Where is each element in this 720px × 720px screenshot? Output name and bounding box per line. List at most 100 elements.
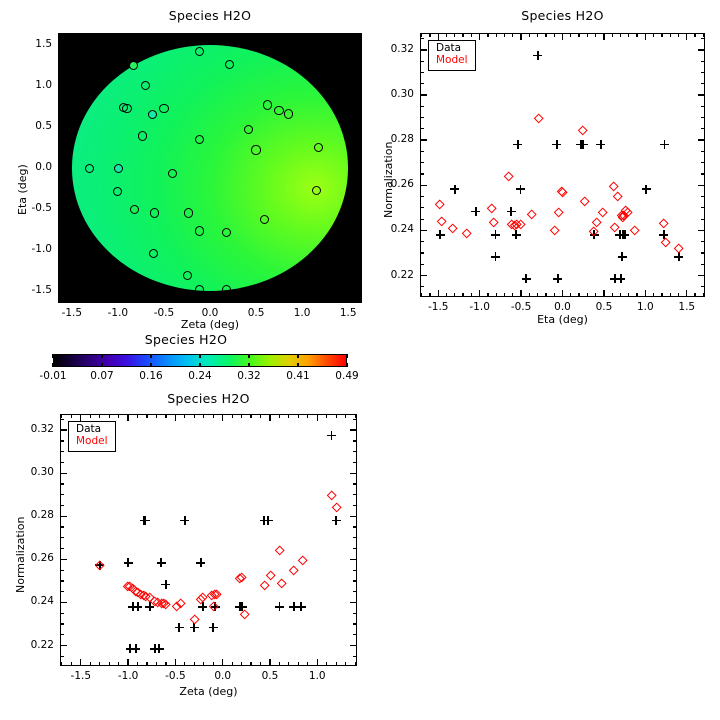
x-tick-label: 0.5 [595,301,613,313]
zeta-scatter-legend: Data Model [68,421,116,452]
model-point-marker [553,207,564,219]
data-point-marker [274,602,284,612]
model-point-marker [658,218,669,229]
model-point-marker [274,545,285,557]
model-point-marker [447,223,458,234]
y-tick-label: 0.30 [390,88,414,101]
y-tick-label: 0.22 [30,638,54,651]
x-tick-label: -1.5 [427,301,449,313]
legend-model-label: Model [76,434,108,447]
model-point-marker [549,225,560,236]
model-point-marker [331,502,342,513]
x-tick-label: 0.5 [261,670,279,682]
model-point-marker [486,202,497,214]
data-point-marker [196,558,206,568]
colorbar-panel: Species H2O -0.01 0.07 0.16 0.24 0.32 0.41 0.4… [0,332,370,387]
data-point-marker [263,516,273,526]
model-point-marker [434,199,446,210]
data-point-marker [156,558,166,568]
colorbar-title: Species H2O [144,332,228,347]
data-point-marker [131,644,141,654]
y-tick-label: 1.5 [35,38,52,51]
data-point-marker [610,274,620,284]
data-point-marker [533,50,543,60]
data-point-marker [515,184,525,194]
data-point-marker [641,184,651,194]
data-point-marker [210,602,220,612]
footprint-circle [114,164,124,174]
data-point-marker [521,274,531,284]
model-point-marker [533,113,544,124]
data-point-marker [513,140,523,150]
data-point-marker [180,516,190,526]
eta-scatter-y-axis-label: Normalization [382,141,395,218]
data-point-marker [659,230,669,240]
data-point-marker [174,623,184,633]
image-map-title: Species H2O [168,8,252,23]
data-point-marker [552,140,562,150]
data-point-marker [208,623,218,633]
footprint-circle [184,208,194,218]
legend-data-label: Data [436,42,462,54]
data-point-marker [238,602,248,612]
data-point-marker [617,252,627,262]
zeta-scatter-title: Species H2O [167,391,250,406]
footprint-circle [195,47,205,57]
footprint-circle [283,109,293,119]
x-tick-label: -0.5 [165,670,186,682]
footprint-circle [244,124,254,135]
eta-scatter-panel: Species H2O -1.5 -1.0 -0.5 0.0 0.5 1.0 1.5 0.2… [370,0,720,330]
footprint-circle [259,214,269,225]
image-map-y-axis-label: Eta (deg) [16,164,29,215]
model-point-marker [577,125,588,137]
y-tick-label: 0.32 [390,42,414,55]
footprint-circle [159,103,169,113]
colorbar-tick-label: -0.01 [39,370,67,382]
eta-scatter-frame [420,33,705,297]
data-point-marker [331,516,341,526]
x-tick-label: -1.0 [117,670,139,682]
data-point-marker [506,207,516,217]
x-tick-label: -1.0 [469,301,490,313]
data-point-marker [123,558,133,568]
image-map-x-axis-label: Zeta (deg) [180,318,240,331]
zeta-scatter-frame [60,414,357,666]
footprint-circle [195,226,205,236]
footprint-circle [262,100,272,110]
model-point-marker [612,191,623,203]
image-map-frame [58,33,362,303]
colorbar-tick-label: 0.49 [335,370,359,382]
footprint-circle [167,169,177,179]
x-tick-label: 0.0 [554,301,571,313]
eta-scatter-x-axis-label: Eta (deg) [537,313,588,326]
model-point-marker [607,181,619,192]
y-tick-label: 0.30 [30,466,54,479]
model-point-marker [503,171,515,182]
model-point-marker [259,580,270,592]
data-point-marker [145,602,155,612]
x-tick-label: 1.0 [636,301,654,313]
y-tick-label: 0.5 [35,120,52,133]
y-tick-label: 0.22 [390,268,414,281]
data-point-marker [128,602,138,612]
model-point-marker [578,196,590,208]
model-point-marker [525,209,537,220]
model-point-marker [265,570,277,581]
footprint-circle [148,110,158,120]
footprint-circle [221,228,232,238]
data-point-marker [435,230,445,240]
footprint-circle [138,131,148,141]
data-point-marker [620,230,630,240]
x-tick-label: 1.0 [308,670,326,682]
data-point-marker [660,140,670,150]
data-point-marker [553,274,563,284]
data-point-marker [491,252,501,262]
data-point-marker [289,602,299,612]
y-tick-label: 0.24 [390,223,414,236]
data-point-marker [589,230,599,240]
data-point-marker [161,580,171,589]
data-point-marker [150,644,160,654]
data-point-marker [491,230,501,240]
eta-scatter-title: Species H2O [521,8,604,23]
y-tick-label: 0.32 [30,423,54,436]
